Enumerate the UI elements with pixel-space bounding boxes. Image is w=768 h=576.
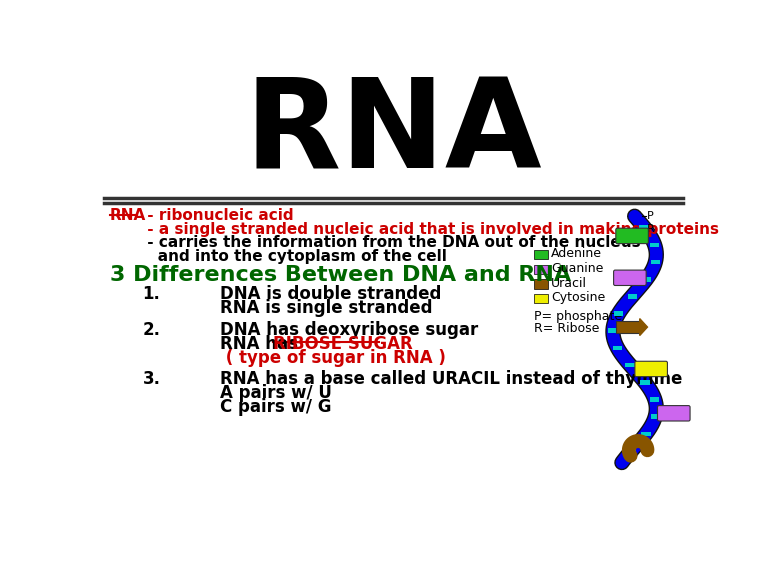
Text: - carries the information from the DNA out of the nucleus: - carries the information from the DNA o… — [143, 236, 641, 251]
Text: A pairs w/ U: A pairs w/ U — [220, 384, 332, 402]
Text: RNA: RNA — [110, 209, 146, 223]
Text: C pairs w/ G: C pairs w/ G — [220, 398, 332, 416]
FancyBboxPatch shape — [534, 279, 548, 289]
Text: DNA is double stranded: DNA is double stranded — [220, 285, 442, 303]
FancyBboxPatch shape — [650, 414, 660, 419]
FancyBboxPatch shape — [641, 431, 650, 436]
Text: Cytosine: Cytosine — [551, 291, 605, 304]
FancyBboxPatch shape — [616, 228, 648, 244]
FancyBboxPatch shape — [534, 250, 548, 259]
FancyBboxPatch shape — [627, 294, 637, 299]
Text: RNA: RNA — [245, 74, 542, 195]
Text: 3 Differences Between DNA and RNA: 3 Differences Between DNA and RNA — [110, 265, 571, 285]
Text: RNA is single stranded: RNA is single stranded — [220, 298, 432, 317]
Text: 1.: 1. — [143, 285, 161, 303]
FancyBboxPatch shape — [650, 397, 659, 402]
FancyBboxPatch shape — [650, 260, 660, 264]
Text: ( type of sugar in RNA ): ( type of sugar in RNA ) — [220, 348, 446, 367]
FancyBboxPatch shape — [625, 363, 634, 367]
FancyBboxPatch shape — [608, 328, 617, 333]
Text: DNA has deoxyribose sugar: DNA has deoxyribose sugar — [220, 321, 478, 339]
Text: P: P — [647, 211, 654, 221]
Text: and into the cytoplasm of the cell: and into the cytoplasm of the cell — [143, 248, 448, 264]
Text: Adenine: Adenine — [551, 248, 602, 260]
Text: 3.: 3. — [143, 370, 161, 388]
FancyBboxPatch shape — [614, 270, 646, 286]
FancyBboxPatch shape — [534, 294, 548, 303]
FancyBboxPatch shape — [534, 265, 548, 274]
FancyBboxPatch shape — [657, 406, 690, 421]
Text: - a single stranded nucleic acid that is involved in making proteins: - a single stranded nucleic acid that is… — [143, 222, 720, 237]
FancyBboxPatch shape — [640, 225, 649, 230]
FancyBboxPatch shape — [642, 277, 651, 282]
FancyBboxPatch shape — [635, 361, 667, 377]
Polygon shape — [640, 319, 647, 336]
Text: Guanine: Guanine — [551, 262, 604, 275]
Text: Uracil: Uracil — [551, 276, 587, 290]
Text: RNA has: RNA has — [220, 335, 304, 353]
FancyBboxPatch shape — [617, 321, 640, 334]
Text: P= phosphate: P= phosphate — [534, 310, 622, 323]
FancyBboxPatch shape — [613, 346, 622, 350]
FancyBboxPatch shape — [650, 242, 659, 247]
Text: R: R — [647, 224, 654, 234]
FancyBboxPatch shape — [614, 311, 624, 316]
Text: RNA has a base called URACIL instead of thymine: RNA has a base called URACIL instead of … — [220, 370, 683, 388]
Text: R= Ribose: R= Ribose — [534, 321, 599, 335]
Text: 2.: 2. — [143, 321, 161, 339]
Text: - ribonucleic acid: - ribonucleic acid — [143, 209, 294, 223]
FancyBboxPatch shape — [641, 380, 650, 385]
Text: RIBOSE SUGAR: RIBOSE SUGAR — [273, 335, 412, 353]
FancyBboxPatch shape — [627, 449, 636, 453]
